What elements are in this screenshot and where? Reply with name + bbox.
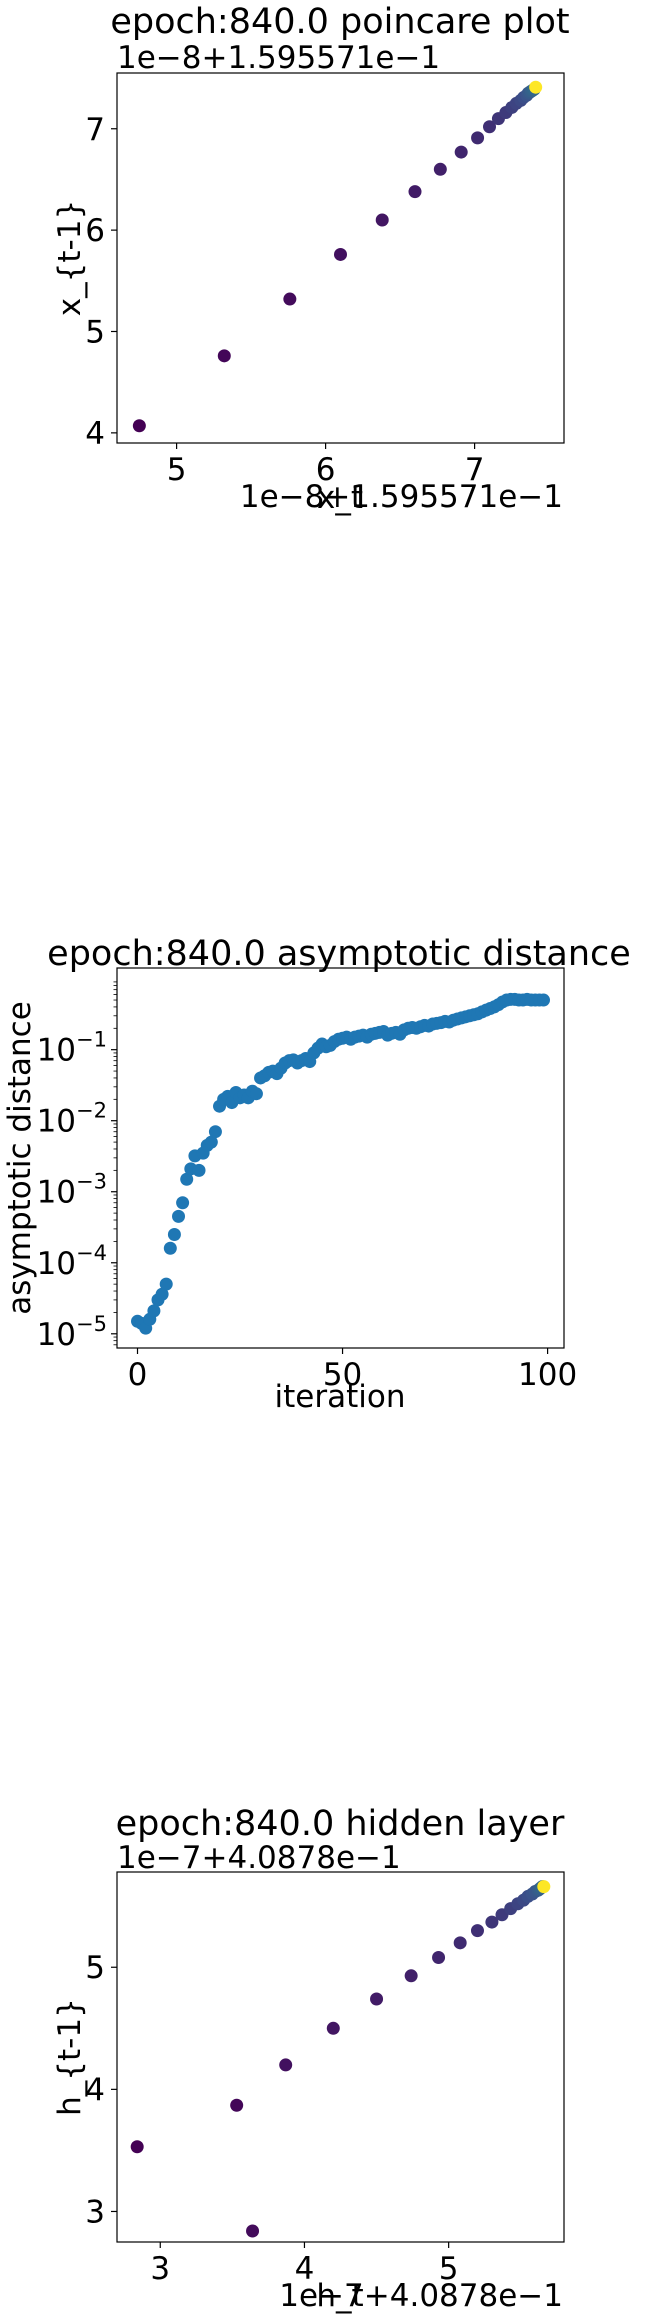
poincare-plot-point	[217, 349, 231, 363]
asymptotic-distance-panel: epoch:840.0 asymptotic distance 0 50 100 1…	[2, 934, 631, 1415]
poincare-plot-x-tick-label: 6	[316, 452, 336, 488]
asymptotic-distance-title: epoch:840.0 asymptotic distance	[47, 934, 631, 974]
hidden-layer-point	[230, 2098, 244, 2112]
poincare-plot-panel: epoch:840.0 poincare plot 1e−8+1.595571e…	[52, 2, 570, 516]
asymptotic-distance-x-tick-label: 50	[323, 1357, 362, 1393]
poincare-plot-point	[454, 145, 468, 159]
hidden-layer-y-label: h_{t-1}	[52, 1998, 88, 2116]
asymptotic-distance-points	[131, 992, 550, 1335]
asymptotic-distance-point	[159, 1277, 173, 1291]
asymptotic-distance-y-tick-label: 10−5	[37, 1312, 107, 1353]
asymptotic-distance-point	[147, 1304, 161, 1318]
asymptotic-distance-point	[155, 1287, 169, 1301]
hidden-layer-point	[537, 1880, 551, 1894]
poincare-plot-point	[132, 419, 146, 433]
hidden-layer-y-tick-label: 4	[85, 2072, 105, 2108]
asymptotic-distance-point	[204, 1135, 218, 1149]
asymptotic-distance-point	[536, 993, 550, 1007]
hidden-layer-title: epoch:840.0 hidden layer	[116, 1804, 565, 1844]
hidden-layer-point	[470, 1924, 484, 1938]
asymptotic-distance-point	[249, 1087, 263, 1101]
hidden-layer-y-axis: 3 4 5	[85, 1950, 117, 2230]
hidden-layer-point	[404, 1969, 418, 1983]
asymptotic-distance-x-tick-label: 0	[128, 1357, 148, 1393]
poincare-plot-point	[408, 185, 422, 199]
asymptotic-distance-y-tick-label: 10−1	[37, 1028, 107, 1069]
hidden-layer-point	[432, 1950, 446, 1964]
hidden-layer-panel: epoch:840.0 hidden layer 1e−7+4.0878e−1 …	[52, 1804, 565, 2314]
hidden-layer-x-tick-label: 3	[150, 2251, 170, 2287]
asymptotic-distance-point	[180, 1172, 194, 1186]
poincare-plot-point	[334, 247, 347, 261]
poincare-plot-y-offset: 1e−8+1.595571e−1	[117, 40, 440, 76]
asymptotic-distance-y-label: asymptotic distance	[2, 1001, 38, 1315]
hidden-layer-point	[130, 2140, 144, 2154]
hidden-layer-y-offset: 1e−7+4.0878e−1	[117, 1840, 401, 1876]
poincare-plot-y-tick-label: 4	[85, 416, 105, 452]
hidden-layer-x-label: h_t	[316, 2278, 363, 2314]
asymptotic-distance-point	[208, 1125, 222, 1139]
hidden-layer-point	[326, 2021, 340, 2035]
poincare-plot-y-axis: 4 5 6 7	[85, 112, 117, 452]
hidden-layer-y-tick-label: 3	[85, 2194, 105, 2230]
hidden-layer-y-tick-label: 5	[85, 1950, 105, 1986]
asymptotic-distance-x-axis: 0 50 100	[128, 1348, 577, 1393]
poincare-plot-x-tick-label: 5	[167, 452, 187, 488]
hidden-layer-frame	[116, 1871, 565, 2243]
poincare-plot-y-tick-label: 7	[85, 112, 105, 148]
asymptotic-distance-point	[192, 1163, 206, 1177]
hidden-layer-point	[485, 1915, 499, 1929]
hidden-layer-point	[453, 1936, 467, 1950]
poincare-plot-point	[529, 80, 543, 94]
asymptotic-distance-x-label: iteration	[275, 1379, 406, 1415]
poincare-plot-x-axis: 5 6 7	[167, 443, 485, 488]
asymptotic-distance-point	[172, 1209, 186, 1223]
poincare-plot-y-tick-label: 6	[85, 213, 105, 249]
poincare-plot-x-offset: 1e−8+1.595571e−1	[240, 479, 563, 515]
poincare-plot-title: epoch:840.0 poincare plot	[110, 2, 569, 42]
asymptotic-distance-y-tick-label: 10−4	[37, 1241, 107, 1282]
poincare-plot-y-tick-label: 5	[85, 314, 105, 350]
asymptotic-distance-y-tick-label: 10−2	[37, 1099, 107, 1140]
poincare-plot-x-tick-label: 7	[465, 452, 485, 488]
asymptotic-distance-y-axis: 10−5 10−4 10−3 10−2 10−1	[37, 981, 117, 1353]
poincare-plot-point	[433, 162, 447, 176]
hidden-layer-points	[130, 1880, 551, 2238]
poincare-plot-point	[375, 213, 389, 227]
asymptotic-distance-point	[163, 1241, 177, 1255]
hidden-layer-point	[370, 1992, 384, 2006]
poincare-plot-point	[471, 131, 485, 145]
hidden-layer-x-axis: 3 4 5	[150, 2242, 459, 2287]
hidden-layer-x-tick-label: 4	[295, 2251, 315, 2287]
hidden-layer-point	[279, 2058, 293, 2072]
poincare-plot-y-label: x_{t-1}	[52, 200, 88, 316]
asymptotic-distance-point	[176, 1196, 190, 1210]
hidden-layer-point	[246, 2224, 260, 2238]
poincare-plot-x-label: x_t	[317, 480, 363, 516]
asymptotic-distance-point	[167, 1228, 181, 1242]
poincare-plot-points	[132, 80, 543, 433]
asymptotic-distance-y-tick-label: 10−3	[37, 1170, 107, 1211]
asymptotic-distance-x-tick-label: 100	[518, 1357, 577, 1393]
poincare-plot-point	[483, 120, 496, 134]
hidden-layer-x-offset: 1e−7+4.0878e−1	[279, 2278, 563, 2314]
poincare-plot-point	[283, 292, 297, 306]
hidden-layer-x-tick-label: 5	[439, 2251, 459, 2287]
poincare-plot-frame	[116, 72, 565, 444]
